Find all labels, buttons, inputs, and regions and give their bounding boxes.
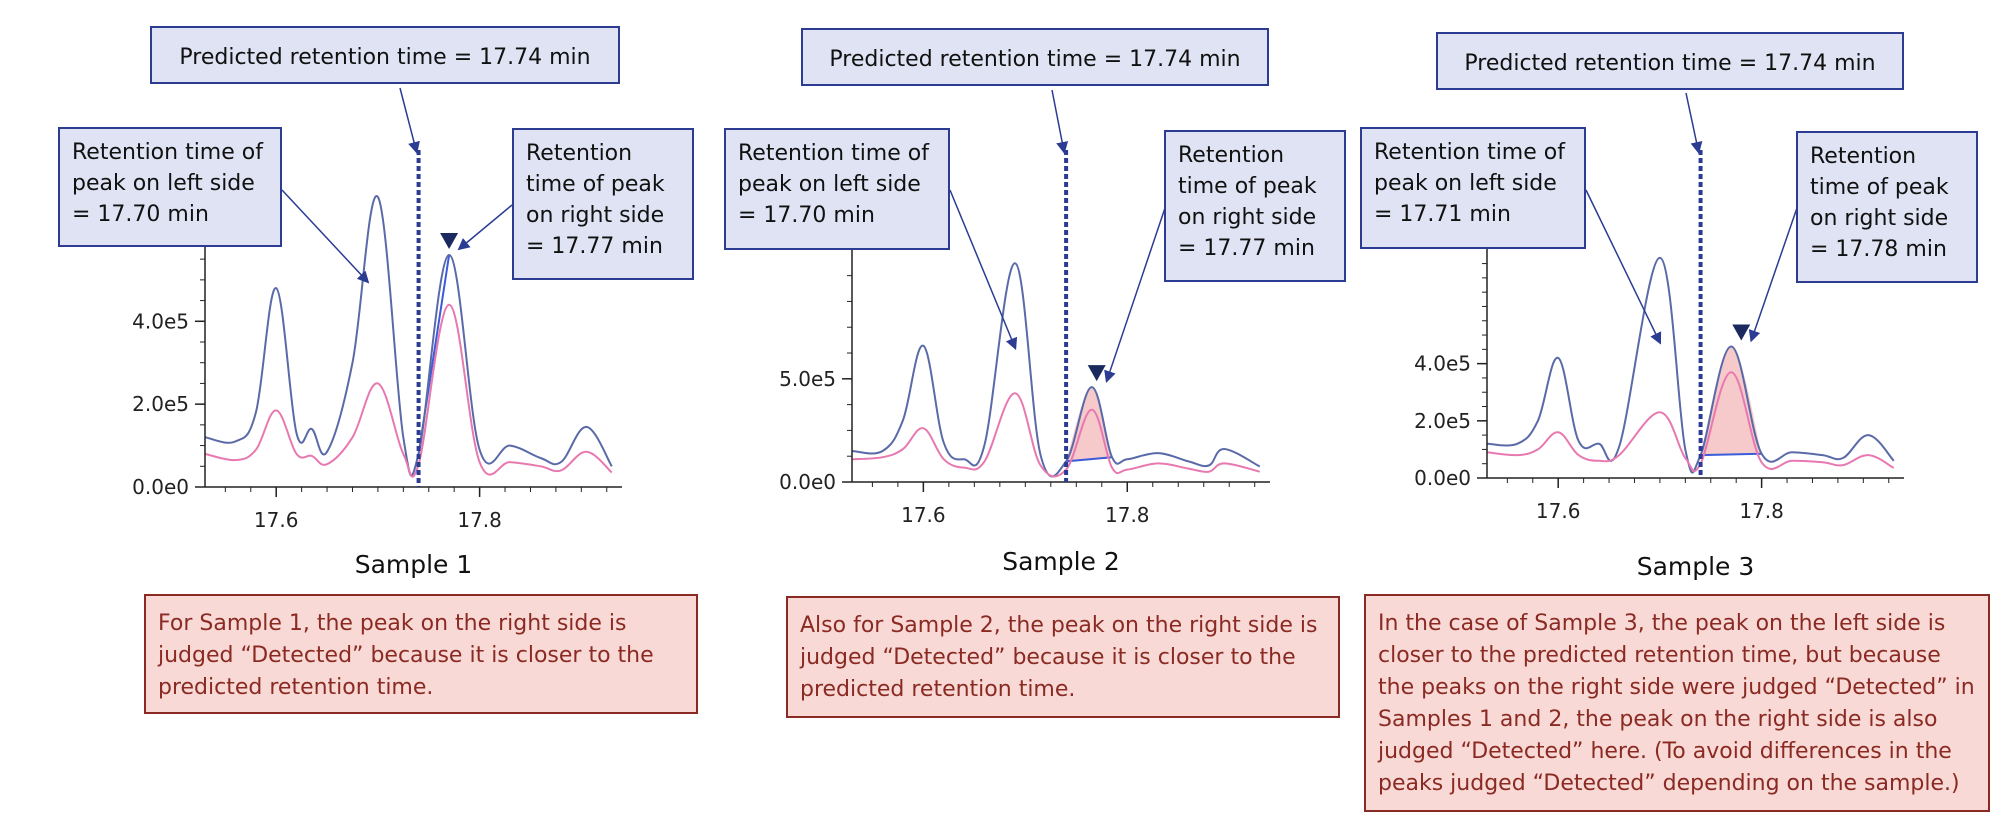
left-peak-label-line: Retention time of [1374,140,1565,165]
left-peak-callout-sample-2: Retention time of peak on left side = 17… [724,128,950,250]
predicted-rt-callout-sample-1: Predicted retention time = 17.74 min [150,26,620,84]
detected-peak-fill [1066,387,1112,462]
x-tick-label: 17.8 [1739,499,1784,523]
detected-peak-marker [1732,324,1751,341]
chromatogram-trace-primary [851,262,1261,478]
y-tick-label: 0.0e0 [1414,466,1471,490]
chromatogram-trace-secondary [851,392,1261,478]
left-peak-label-line: Retention time of [72,140,263,165]
chromatogram-trace-primary [1486,256,1895,474]
right-peak-label-line: time of peak [1178,174,1317,199]
x-tick-label: 17.6 [901,503,946,527]
right-peak-label-line: Retention [1810,144,1917,169]
left-peak-label-line: Retention time of [738,141,929,166]
right-peak-callout-sample-1: Retention time of peak on right side = 1… [512,128,694,280]
x-tick-label: 17.6 [1536,499,1581,523]
right-peak-label-line: on right side [526,203,665,228]
left-peak-arrow [1585,189,1662,345]
predicted-rt-arrow [399,87,420,154]
right-peak-label-line: time of peak [1810,175,1949,200]
x-tick-label: 17.8 [457,508,502,532]
right-peak-label-line: = 17.77 min [526,234,663,259]
right-peak-label-line: Retention [1178,143,1285,168]
right-peak-label-line: on right side [1810,206,1949,231]
left-peak-callout-sample-1: Retention time of peak on left side = 17… [58,127,282,247]
note-sample-3: In the case of Sample 3, the peak on the… [1364,594,1990,812]
sample-title: Sample 1 [355,550,473,579]
right-peak-label-line: = 17.77 min [1178,236,1315,261]
left-peak-callout-sample-3: Retention time of peak on left side = 17… [1360,127,1586,249]
left-peak-label-line: peak on left side [738,172,921,197]
left-peak-label-line: = 17.70 min [738,203,875,228]
right-peak-label-line: on right side [1178,205,1317,230]
peak-baseline [1066,456,1113,463]
left-peak-label-line: peak on left side [72,171,255,196]
left-peak-label-line: peak on left side [1374,171,1557,196]
y-tick-label: 2.0e5 [132,392,189,416]
y-tick-label: 4.0e5 [1414,352,1471,376]
left-peak-label-line: = 17.70 min [72,202,209,227]
peak-baseline [1700,452,1762,457]
note-sample-2: Also for Sample 2, the peak on the right… [786,596,1340,718]
detected-peak-marker [1087,365,1106,382]
detected-peak-fill [1700,346,1762,456]
y-tick-label: 0.0e0 [779,470,836,494]
right-peak-callout-sample-3: Retention time of peak on right side = 1… [1796,131,1978,283]
right-peak-arrow [1748,204,1799,343]
left-peak-label-line: = 17.71 min [1374,202,1511,227]
sample-title: Sample 3 [1637,552,1755,581]
y-tick-label: 0.0e0 [132,475,189,499]
right-peak-label-line: Retention [526,141,633,166]
right-peak-callout-sample-2: Retention time of peak on right side = 1… [1164,130,1346,282]
predicted-rt-callout-sample-3: Predicted retention time = 17.74 min [1436,32,1904,90]
y-tick-label: 4.0e5 [132,309,189,333]
x-tick-label: 17.6 [254,508,299,532]
left-peak-arrow [949,189,1018,351]
right-peak-arrow [457,204,513,251]
left-peak-arrow [281,189,370,284]
chromatogram-trace-secondary [204,303,613,478]
predicted-rt-callout-sample-2: Predicted retention time = 17.74 min [801,28,1269,86]
right-peak-arrow [1104,204,1167,383]
x-tick-label: 17.8 [1105,503,1150,527]
y-tick-label: 5.0e5 [779,367,836,391]
detected-peak-marker [440,233,459,249]
chromatogram-trace-secondary [1486,371,1895,473]
chromatogram-trace-primary [204,195,613,477]
y-tick-label: 2.0e5 [1414,409,1471,433]
right-peak-label-line: = 17.78 min [1810,237,1947,262]
predicted-rt-arrow [1685,92,1703,154]
predicted-rt-arrow [1051,89,1069,154]
note-sample-1: For Sample 1, the peak on the right side… [144,594,698,714]
right-peak-label-line: time of peak [526,172,665,197]
sample-title: Sample 2 [1002,547,1120,576]
